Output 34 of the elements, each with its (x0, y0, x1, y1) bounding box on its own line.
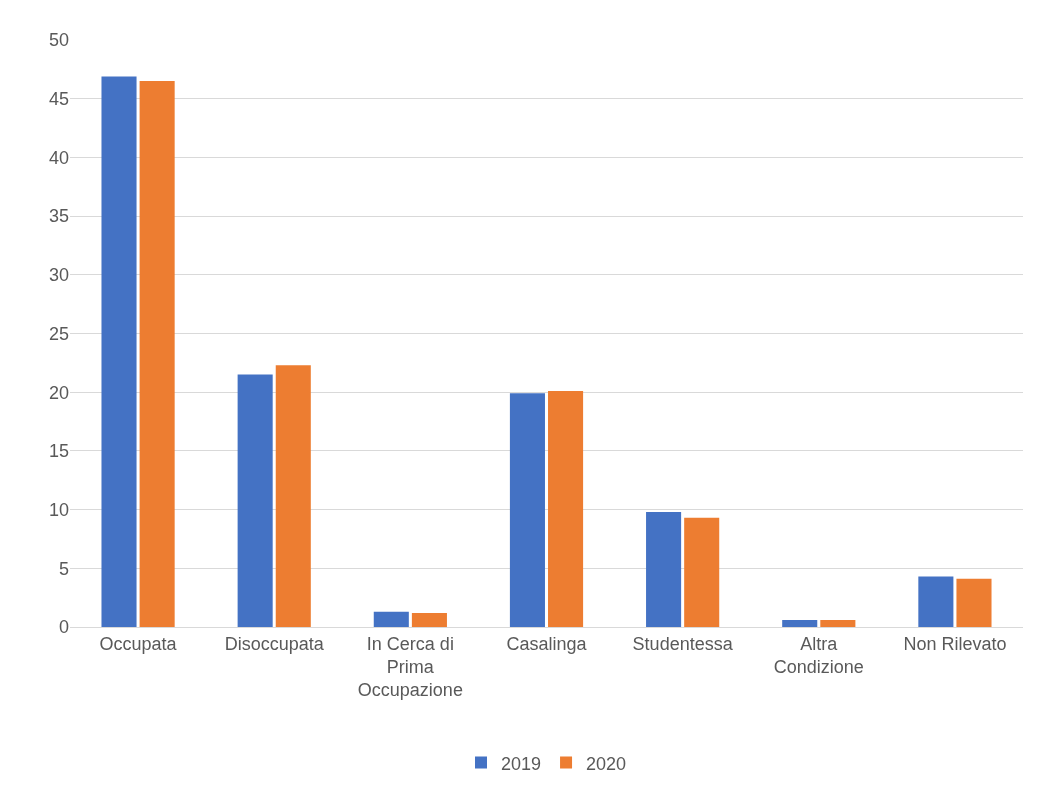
bar (411, 612, 447, 627)
x-tick-label: Altra Condizione (773, 633, 864, 677)
y-tick-label: 30 (48, 265, 69, 286)
y-tick-label: 5 (58, 558, 69, 579)
y-tick-label: 15 (48, 441, 69, 462)
y-tick-label: 40 (48, 147, 69, 168)
bar (101, 76, 137, 627)
x-tick-label: Occupata (99, 633, 178, 654)
bar (373, 611, 409, 627)
x-tick-label: Disoccupata (224, 633, 325, 654)
y-tick-label: 0 (58, 617, 69, 638)
bar (139, 81, 175, 627)
bar (956, 578, 992, 627)
legend-label: 2019 (501, 753, 542, 774)
bar (684, 517, 720, 627)
x-tick-label: Studentessa (632, 633, 734, 654)
bar (918, 576, 954, 627)
bar (646, 511, 682, 627)
bar (548, 391, 584, 627)
bar (782, 619, 818, 627)
bar (820, 619, 856, 627)
bar (509, 393, 545, 627)
y-tick-label: 35 (48, 206, 69, 227)
x-tick-label: In Cerca di Prima Occupazione (357, 633, 463, 701)
legend-label: 2020 (586, 753, 627, 774)
bar (275, 365, 311, 627)
y-tick-label: 10 (48, 499, 69, 520)
x-tick-label: Non Rilevato (903, 633, 1007, 654)
y-tick-label: 25 (48, 323, 69, 344)
y-tick-label: 45 (48, 89, 69, 109)
y-tick-label: 50 (48, 30, 69, 51)
y-tick-label: 20 (48, 382, 69, 403)
bar (237, 374, 273, 627)
x-tick-label: Casalinga (506, 633, 588, 654)
